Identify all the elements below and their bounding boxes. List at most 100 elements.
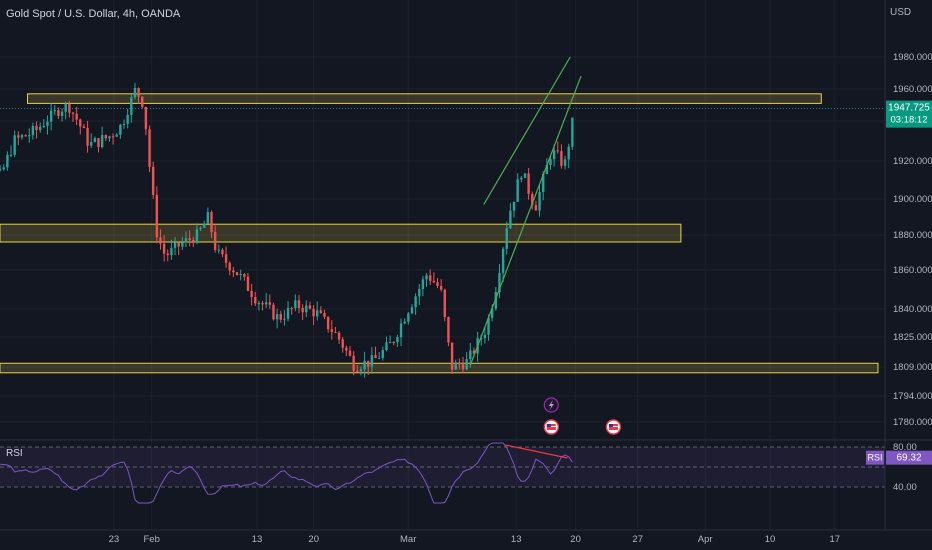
candle-body — [137, 87, 140, 97]
candle-body — [272, 304, 275, 320]
candle-body — [345, 347, 348, 351]
candle-body — [516, 179, 519, 202]
candle-body — [498, 272, 501, 293]
candle-body — [199, 227, 202, 230]
candle-body — [57, 110, 60, 117]
candle-body — [228, 262, 231, 271]
us-flag-icon[interactable] — [543, 419, 559, 435]
candle-body — [563, 159, 567, 166]
candle-body — [235, 272, 239, 276]
y-tick-label: 1809.000 — [893, 362, 932, 373]
candle-body — [337, 332, 341, 340]
candle-body — [436, 282, 439, 286]
y-tick-label: 1980.000 — [893, 52, 932, 63]
candle-body — [268, 302, 272, 305]
lightning-icon[interactable] — [543, 397, 559, 413]
rsi-badge-label: RSI — [867, 453, 882, 463]
candle-body — [192, 239, 195, 243]
candle-body — [363, 360, 366, 370]
candle-body — [432, 280, 436, 283]
candle-body — [439, 285, 443, 290]
candle-body — [213, 232, 217, 250]
candle-body — [79, 119, 82, 127]
candle-body — [64, 103, 67, 112]
candle-body — [480, 338, 483, 340]
rsi-line — [0, 442, 573, 504]
candle-body — [283, 318, 286, 320]
candle-body — [301, 307, 304, 313]
y-tick-label: 1920.000 — [893, 156, 932, 167]
candle-body — [450, 342, 454, 370]
candle-body — [49, 110, 53, 122]
x-tick-label: 23 — [109, 534, 120, 545]
y-tick-label: 1840.000 — [893, 304, 932, 315]
channel-line — [469, 75, 582, 366]
candle-body — [264, 302, 268, 305]
x-tick-label: 27 — [632, 534, 643, 545]
candle-body — [505, 228, 508, 249]
candle-body — [90, 142, 93, 146]
candle-body — [367, 360, 370, 367]
candle-body — [195, 229, 199, 243]
rsi-value-badge — [886, 450, 932, 465]
y-tick-label: 1960.000 — [893, 84, 932, 95]
candle-body — [250, 290, 253, 298]
currency-label: USD — [890, 7, 912, 18]
rsi-badge-label-bg — [866, 450, 884, 465]
candle-body — [421, 279, 425, 289]
zone-mid — [0, 223, 682, 243]
candle-body — [24, 135, 27, 137]
candle-body — [141, 96, 144, 108]
candle-body — [443, 289, 446, 318]
candle-body — [527, 173, 530, 194]
candle-body — [425, 275, 428, 280]
y-tick-label: 1880.000 — [893, 230, 932, 241]
candle-body — [111, 136, 115, 138]
candle-body — [294, 300, 297, 309]
candle-body — [330, 329, 333, 333]
candle-body — [552, 150, 556, 160]
candle-body — [319, 310, 323, 313]
candle-body — [232, 270, 235, 273]
candle-body — [126, 114, 129, 124]
candle-body — [133, 87, 137, 98]
price-tag-value: 1947.725 — [888, 103, 930, 114]
flag-canton — [546, 424, 551, 427]
channel-line — [483, 56, 571, 205]
rsi-divergence-line — [505, 444, 568, 459]
candle-body — [396, 337, 399, 343]
candle-body — [243, 274, 246, 277]
candle-body — [275, 314, 279, 320]
candle-body — [290, 307, 293, 309]
candle-body — [523, 173, 527, 178]
candle-body — [334, 332, 337, 334]
candle-body — [534, 205, 538, 211]
candle-body — [469, 350, 472, 360]
candle-body — [403, 321, 406, 324]
candle-body — [418, 288, 421, 297]
candle-body — [17, 135, 20, 138]
candle-body — [31, 125, 35, 136]
candle-body — [206, 212, 210, 224]
candle-body — [308, 305, 312, 309]
y-tick-label: 1794.000 — [893, 391, 932, 402]
candle-body — [381, 350, 385, 358]
us-flag-icon[interactable] — [605, 419, 622, 435]
y-tick-label: 1780.000 — [893, 417, 932, 428]
candle-body — [170, 247, 173, 256]
candle-body — [490, 308, 494, 318]
candle-body — [46, 121, 49, 126]
candle-body — [246, 276, 250, 291]
candle-body — [461, 364, 465, 370]
candle-body — [20, 135, 24, 138]
candle-body — [188, 238, 191, 240]
candle-body — [108, 136, 111, 139]
candle-body — [115, 134, 118, 137]
candle-body — [414, 296, 417, 308]
candle-body — [571, 117, 574, 147]
flag-stripe — [546, 426, 556, 427]
price-tag-countdown: 03:18:12 — [891, 115, 928, 126]
candle-body — [399, 323, 403, 338]
candle-body — [13, 135, 16, 155]
